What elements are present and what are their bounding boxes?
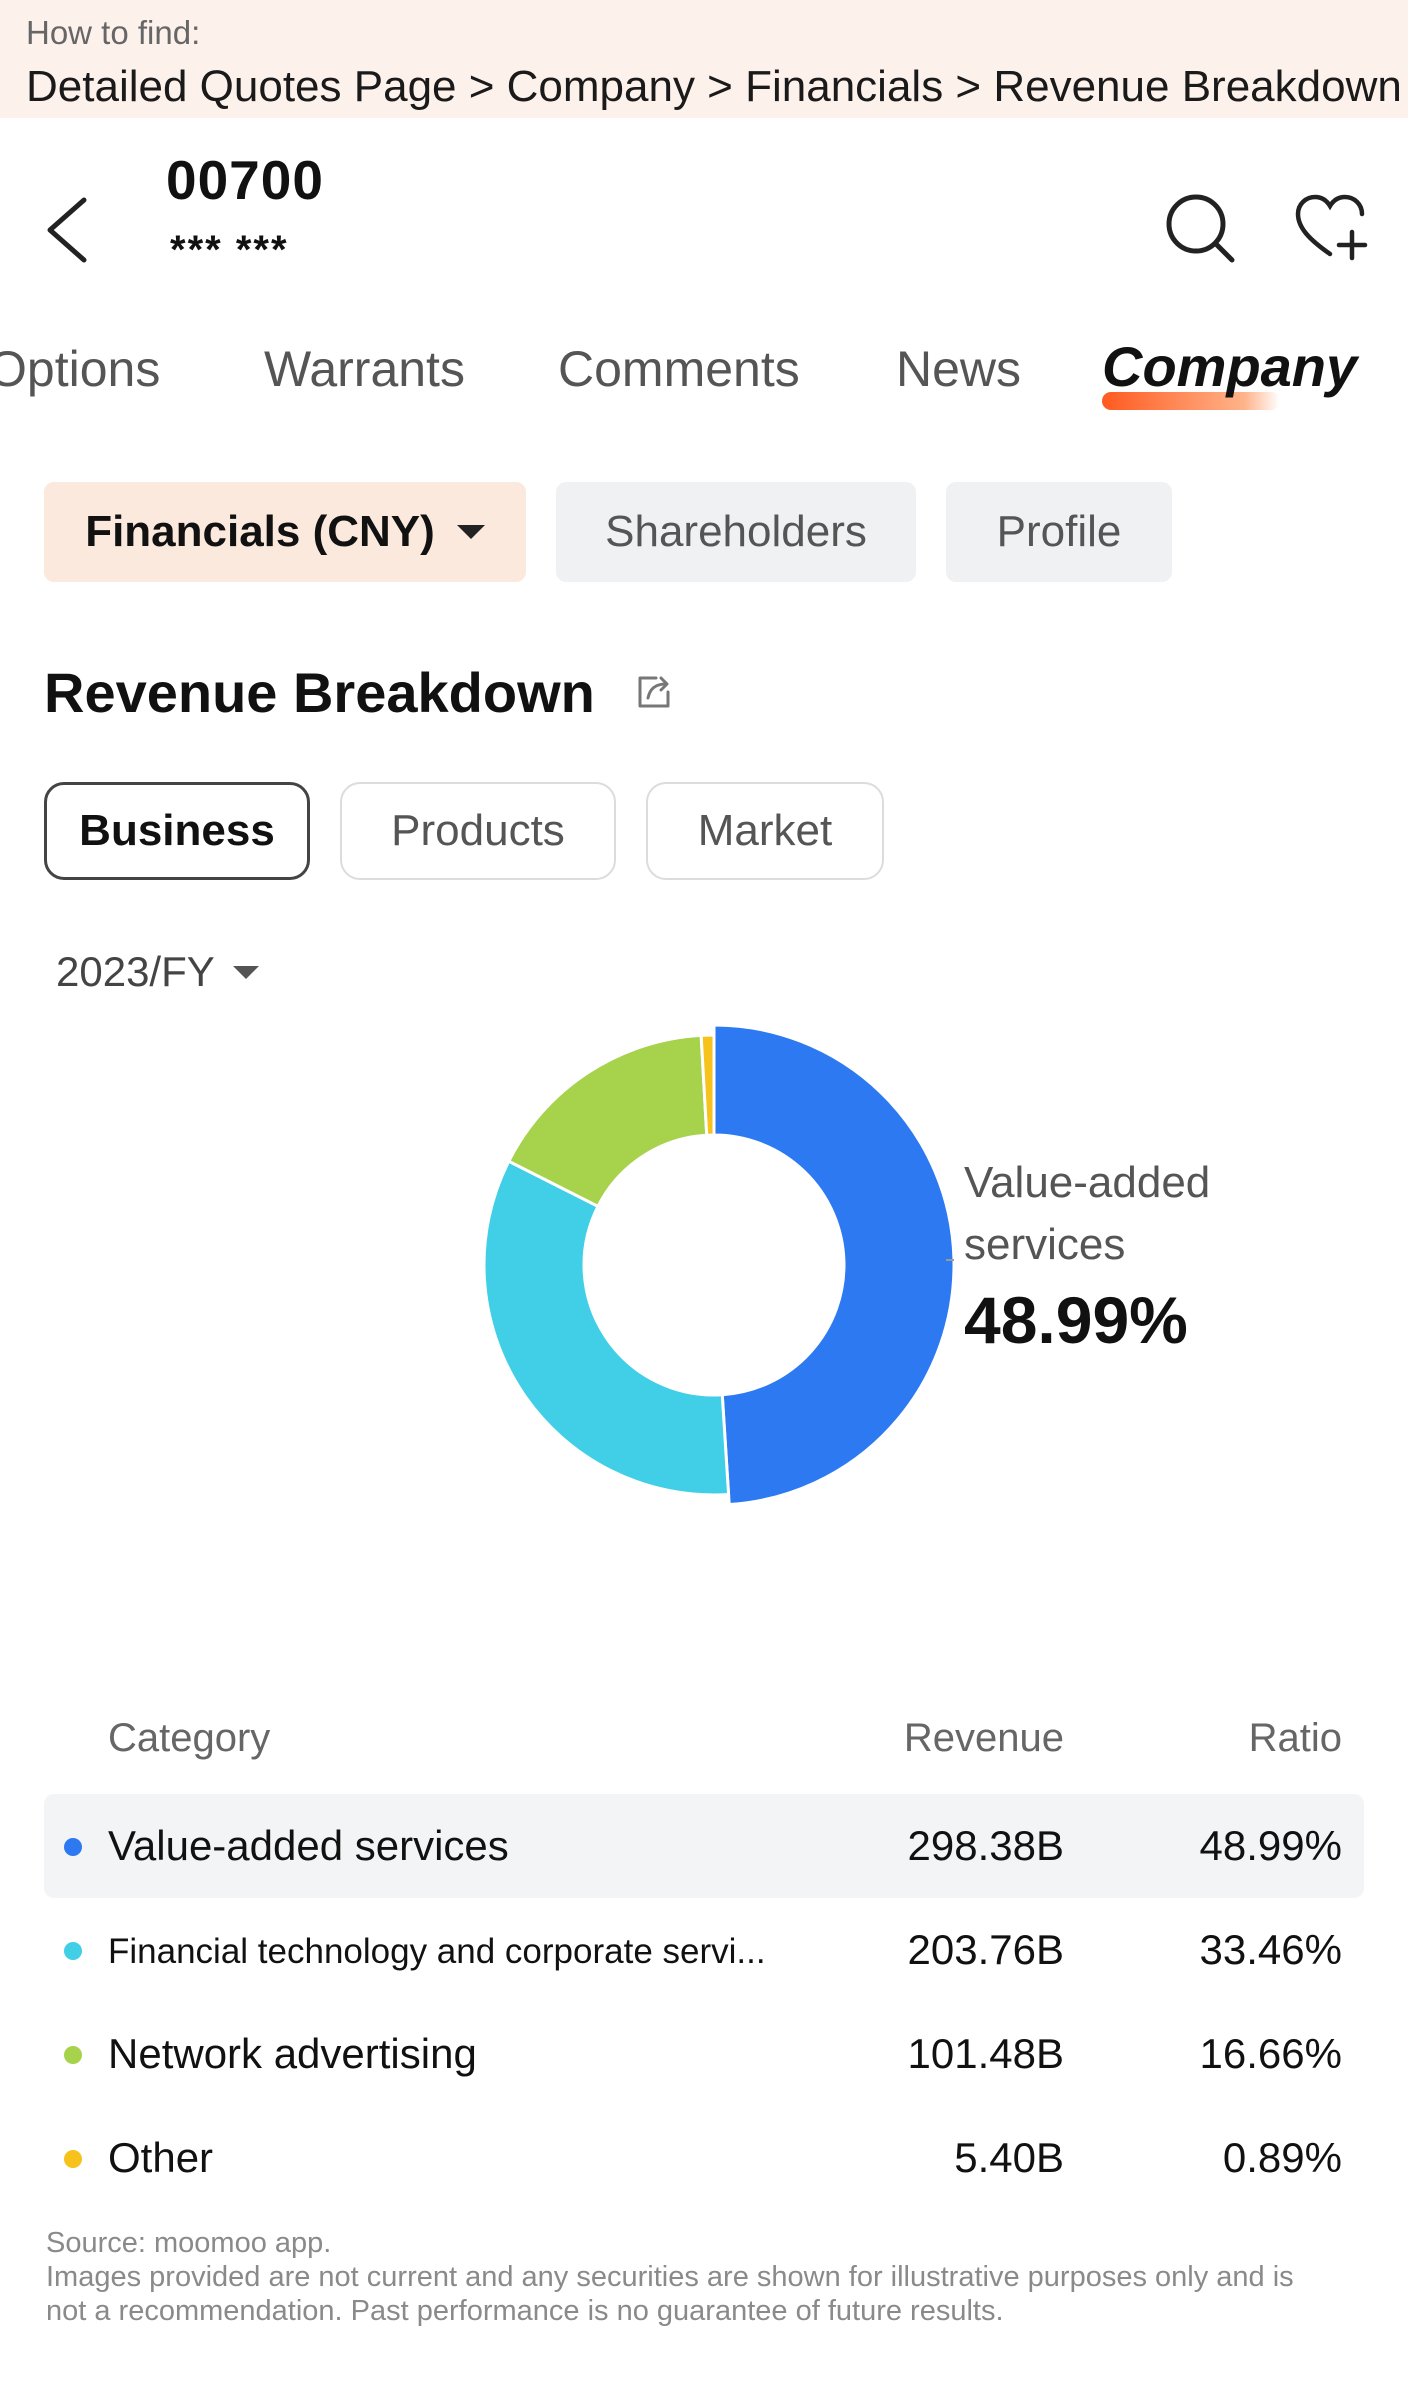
row-revenue: 5.40B	[954, 2134, 1064, 2181]
row-category: Other	[108, 2134, 214, 2181]
slice-value-added-services[interactable]	[712, 1023, 954, 1507]
how-to-find-label: How to find:	[26, 14, 201, 51]
chip-profile-label: Profile	[996, 507, 1122, 556]
segment-products[interactable]: Products	[340, 782, 616, 880]
company-subtabs: Financials (CNY) Shareholders Profile	[0, 482, 1408, 582]
period-selector[interactable]: 2023/FY	[56, 948, 259, 996]
chart-callout-label: Value-added services	[964, 1158, 1211, 1269]
quote-header: 00700 *** ***	[0, 118, 1408, 318]
legend-dot	[64, 2046, 82, 2064]
stock-name: *** ***	[170, 228, 289, 272]
disclaimer-footer: Source: moomoo app. Images provided are …	[46, 2226, 1336, 2328]
chart-callout-value: 48.99%	[964, 1283, 1188, 1357]
navigation-path: Detailed Quotes Page > Company > Financi…	[26, 62, 1402, 111]
tab-warrants[interactable]: Warrants	[264, 341, 465, 397]
row-ratio: 0.89%	[1222, 2134, 1342, 2181]
tab-options[interactable]: Options	[0, 341, 161, 397]
slice-financial-technology[interactable]	[482, 1159, 731, 1497]
chip-profile[interactable]: Profile	[946, 482, 1172, 582]
header-category: Category	[108, 1716, 271, 1760]
legend-dot	[64, 1838, 82, 1856]
row-revenue: 101.48B	[907, 2030, 1064, 2077]
how-to-find-banner: How to find: Detailed Quotes Page > Comp…	[0, 0, 1408, 118]
segment-business[interactable]: Business	[44, 782, 310, 880]
slice-network-advertising[interactable]	[506, 1033, 709, 1209]
chip-financials-label: Financials (CNY)	[85, 507, 435, 556]
legend-dot	[64, 1942, 82, 1960]
header-ratio: Ratio	[1248, 1716, 1342, 1760]
table-row[interactable]: Network advertising 101.48B 16.66%	[44, 2002, 1364, 2106]
header-revenue: Revenue	[903, 1716, 1064, 1760]
tab-news[interactable]: News	[896, 341, 1022, 397]
caret-down-icon	[232, 965, 259, 979]
period-label: 2023/FY	[56, 948, 215, 995]
revenue-donut-chart	[482, 1023, 954, 1507]
row-category: Value-added services	[108, 1822, 509, 1869]
source-note: Source: moomoo app.	[46, 2227, 332, 2259]
heart-plus-icon[interactable]	[1290, 188, 1370, 268]
legend-dot	[64, 2150, 82, 2168]
tab-comments[interactable]: Comments	[558, 341, 800, 397]
row-ratio: 48.99%	[1199, 1822, 1342, 1869]
segment-market[interactable]: Market	[646, 782, 884, 880]
disclaimer-text: Images provided are not current and any …	[46, 2261, 1294, 2327]
stock-ticker: 00700	[166, 149, 324, 211]
section-title: Revenue Breakdown	[44, 661, 595, 724]
table-row[interactable]: Value-added services 298.38B 48.99%	[44, 1794, 1364, 1898]
row-ratio: 16.66%	[1199, 2030, 1342, 2077]
quote-tabs: Options Warrants Comments News Company	[0, 330, 1408, 430]
chip-financials[interactable]: Financials (CNY)	[44, 482, 526, 582]
slice-other[interactable]	[699, 1033, 716, 1137]
table-header: Category Revenue Ratio	[44, 1700, 1364, 1780]
table-row[interactable]: Financial technology and corporate servi…	[44, 1898, 1364, 2002]
row-category: Financial technology and corporate servi…	[108, 1932, 766, 1971]
chevron-left-icon[interactable]	[40, 190, 100, 270]
tab-company[interactable]: Company	[1102, 335, 1358, 398]
chip-shareholders-label: Shareholders	[605, 507, 867, 556]
active-tab-indicator	[1102, 392, 1280, 410]
share-icon[interactable]	[634, 672, 674, 712]
table-row[interactable]: Other 5.40B 0.89%	[44, 2106, 1364, 2210]
row-revenue: 203.76B	[907, 1926, 1064, 1973]
row-revenue: 298.38B	[907, 1822, 1064, 1869]
row-ratio: 33.46%	[1199, 1926, 1342, 1973]
caret-down-icon	[456, 525, 485, 539]
search-icon[interactable]	[1160, 188, 1240, 268]
chip-shareholders[interactable]: Shareholders	[556, 482, 916, 582]
row-category: Network advertising	[108, 2030, 477, 2077]
